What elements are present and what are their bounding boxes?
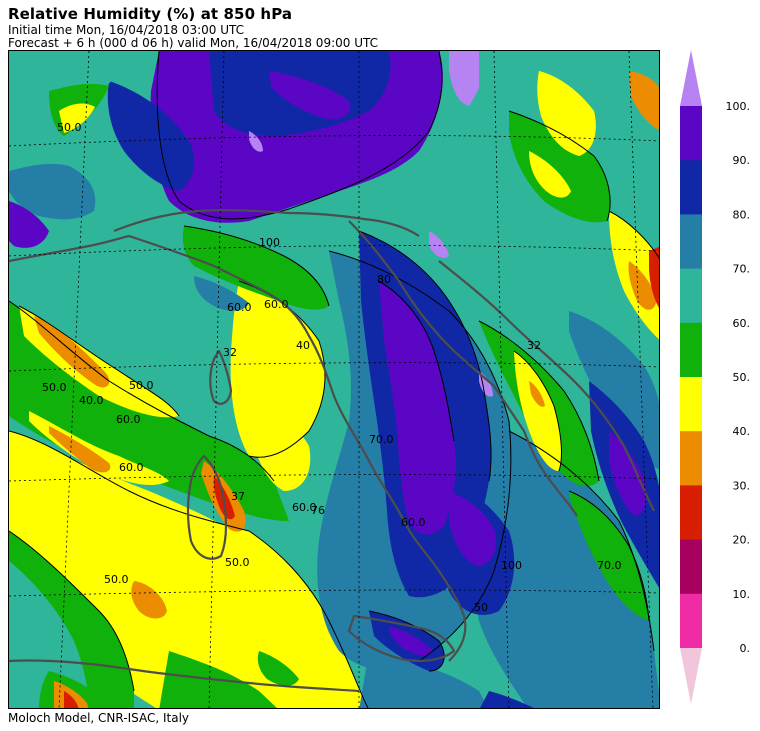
contour-label: 32 (527, 339, 541, 352)
contour-label: 80 (377, 273, 391, 286)
legend-label: 80. (733, 208, 751, 221)
contour-label: 70.0 (369, 433, 394, 446)
legend-label: 60. (733, 317, 751, 330)
legend-lower-triangle (680, 648, 702, 704)
model-credit: Moloch Model, CNR-ISAC, Italy (8, 711, 190, 725)
legend-label: 10. (733, 588, 751, 601)
contour-label: 60.0 (401, 516, 426, 529)
legend-bar (680, 50, 702, 704)
legend-label: 40. (733, 425, 751, 438)
humidity-map-canvas: 50.0 40.0 50.0 60.0 60.0 50.0 37 50.0 50… (9, 51, 659, 708)
legend-swatch (680, 431, 702, 486)
forecast-validity-label: Forecast + 6 h (000 d 06 h) valid Mon, 1… (8, 36, 378, 50)
color-legend: 100. 90. 80. 70. 60. 50. 40. 30. 20. 10. 0. (680, 50, 751, 704)
legend-swatch (680, 593, 702, 649)
contour-label: 40.0 (79, 394, 104, 407)
contour-label: 76 (311, 504, 325, 517)
legend-swatch (680, 214, 702, 270)
contour-label: 60.0 (292, 501, 317, 514)
contour-label: 70.0 (597, 559, 622, 572)
contour-label: 50 (474, 601, 488, 614)
contour-label: 50.0 (57, 121, 82, 134)
legend-swatch (680, 268, 702, 324)
contour-label: 100 (259, 236, 280, 249)
legend-label: 90. (733, 154, 751, 167)
map-title: Relative Humidity (%) at 850 hPa (8, 5, 293, 23)
humidity-map: 50.0 40.0 50.0 60.0 60.0 50.0 37 50.0 50… (8, 50, 660, 709)
contour-label: 50.0 (129, 379, 154, 392)
legend-label: 30. (733, 479, 751, 492)
legend-upper-triangle (680, 50, 702, 106)
legend-label: 20. (733, 534, 751, 547)
legend-swatch (680, 539, 702, 595)
legend-label: 70. (733, 263, 751, 276)
legend-swatch (680, 485, 702, 541)
legend-swatch (680, 106, 702, 161)
legend-label: 0. (740, 642, 751, 655)
legend-label: 50. (733, 371, 751, 384)
contour-label: 37 (231, 490, 245, 503)
legend-swatch (680, 160, 702, 215)
contour-label: 50.0 (42, 381, 67, 394)
legend-label: 100. (726, 100, 751, 113)
legend-swatch (680, 377, 702, 432)
contour-label: 50.0 (104, 573, 129, 586)
contour-label: 50.0 (225, 556, 250, 569)
contour-label: 60.0 (119, 461, 144, 474)
legend-swatch (680, 322, 702, 378)
contour-label: 32 (223, 346, 237, 359)
contour-label: 60.0 (227, 301, 252, 314)
contour-label: 60.0 (116, 413, 141, 426)
contour-label: 60.0 (264, 298, 289, 311)
contour-label: 100 (501, 559, 522, 572)
initial-time-label: Initial time Mon, 16/04/2018 03:00 UTC (8, 23, 245, 37)
contour-label: 40 (296, 339, 310, 352)
legend-labels: 100. 90. 80. 70. 60. 50. 40. 30. 20. 10. 0. (726, 100, 751, 655)
